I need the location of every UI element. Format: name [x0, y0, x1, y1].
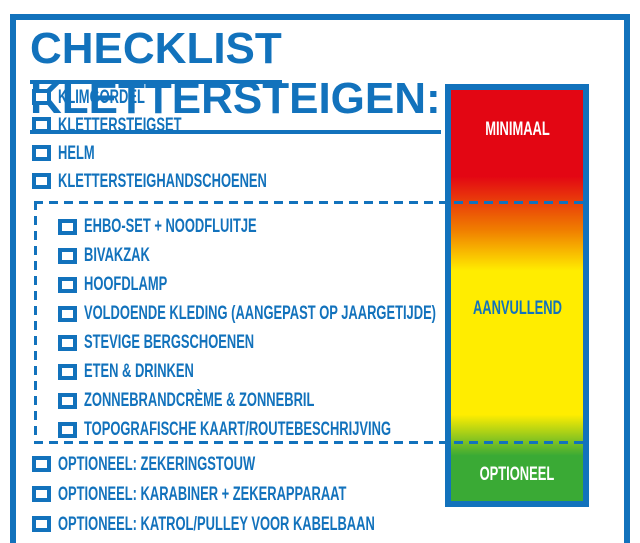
- checklist-item: OPTIONEEL: KATROL/PULLEY VOOR KABELBAAN: [32, 509, 524, 539]
- item-label: OPTIONEEL: ZEKERINGSTOUW: [58, 453, 256, 475]
- priority-scale-bar: MINIMAAL AANVULLEND OPTIONEEL: [445, 84, 589, 507]
- checklist-item: ZONNEBRANDCRÈME & ZONNEBRIL: [58, 386, 602, 415]
- group-aanvullend: EHBO-SET + NOODFLUITJE BIVAKZAK HOOFDLAM…: [58, 212, 602, 444]
- item-label: HELM: [58, 142, 95, 164]
- checkbox[interactable]: [32, 173, 51, 189]
- item-label: KLIMGORDEL: [58, 86, 145, 108]
- item-label: OPTIONEEL: KATROL/PULLEY VOOR KABELBAAN: [58, 513, 375, 535]
- checkbox[interactable]: [32, 516, 51, 532]
- item-label: KLETTERSTEIGSET: [58, 114, 182, 136]
- checklist-item: ETEN & DRINKEN: [58, 357, 602, 386]
- group-minimal: KLIMGORDEL KLETTERSTEIGSET HELM KLETTERS…: [32, 83, 365, 195]
- scale-label-minimal: MINIMAAL: [451, 119, 583, 141]
- checkbox[interactable]: [32, 145, 51, 161]
- scale-label-aanvullend-text: AANVULLEND: [472, 298, 562, 319]
- checkbox[interactable]: [58, 392, 77, 409]
- item-label: STEVIGE BERGSCHOENEN: [84, 332, 255, 353]
- checkbox[interactable]: [58, 334, 77, 351]
- scale-label-optioneel: OPTIONEEL: [451, 464, 583, 486]
- checklist-item: EHBO-SET + NOODFLUITJE: [58, 212, 602, 241]
- checklist-item: OPTIONEEL: KARABINER + ZEKERAPPARAAT: [32, 479, 524, 509]
- item-label: VOLDOENDE KLEDING (AANGEPAST OP JAARGETI…: [84, 303, 436, 324]
- group-optioneel: OPTIONEEL: ZEKERINGSTOUW OPTIONEEL: KARA…: [32, 449, 524, 539]
- checklist-item: HOOFDLAMP: [58, 270, 602, 299]
- item-label: HOOFDLAMP: [84, 274, 168, 295]
- checklist-item: KLETTERSTEIGSET: [32, 111, 365, 139]
- item-label: TOPOGRAFISCHE KAART/ROUTEBESCHRIJVING: [84, 419, 391, 440]
- dashed-separator-top: [34, 201, 583, 204]
- checkbox[interactable]: [58, 218, 77, 235]
- checkbox[interactable]: [58, 276, 77, 293]
- item-label: EHBO-SET + NOODFLUITJE: [84, 216, 257, 237]
- page-title-text: CHECKLIST KLETTERSTEIGEN:: [30, 24, 441, 134]
- item-label: OPTIONEEL: KARABINER + ZEKERAPPARAAT: [58, 483, 347, 505]
- checklist-item: HELM: [32, 139, 365, 167]
- checkbox[interactable]: [58, 421, 77, 438]
- scale-label-optioneel-text: OPTIONEEL: [479, 464, 555, 485]
- scale-label-aanvullend: AANVULLEND: [451, 298, 583, 320]
- page-title: CHECKLIST KLETTERSTEIGEN:: [30, 24, 640, 134]
- dashed-separator-left: [34, 201, 37, 444]
- item-label: KLETTERSTEIGHANDSCHOENEN: [58, 170, 267, 192]
- scale-label-minimal-text: MINIMAAL: [484, 119, 550, 140]
- checklist-item: BIVAKZAK: [58, 241, 602, 270]
- checklist-item: STEVIGE BERGSCHOENEN: [58, 328, 602, 357]
- checkbox[interactable]: [32, 486, 51, 502]
- checkbox[interactable]: [58, 363, 77, 380]
- checkbox[interactable]: [32, 89, 51, 105]
- checklist-item: TOPOGRAFISCHE KAART/ROUTEBESCHRIJVING: [58, 415, 602, 444]
- dashed-separator-bottom: [34, 441, 583, 444]
- checkbox[interactable]: [32, 456, 51, 472]
- checkbox[interactable]: [32, 117, 51, 133]
- item-label: BIVAKZAK: [84, 245, 150, 266]
- item-label: ETEN & DRINKEN: [84, 361, 194, 382]
- checklist-item: OPTIONEEL: ZEKERINGSTOUW: [32, 449, 524, 479]
- checklist-item: KLIMGORDEL: [32, 83, 365, 111]
- checklist-item: VOLDOENDE KLEDING (AANGEPAST OP JAARGETI…: [58, 299, 602, 328]
- checklist-item: KLETTERSTEIGHANDSCHOENEN: [32, 167, 365, 195]
- item-label: ZONNEBRANDCRÈME & ZONNEBRIL: [84, 390, 315, 411]
- checkbox[interactable]: [58, 305, 77, 322]
- checkbox[interactable]: [58, 247, 77, 264]
